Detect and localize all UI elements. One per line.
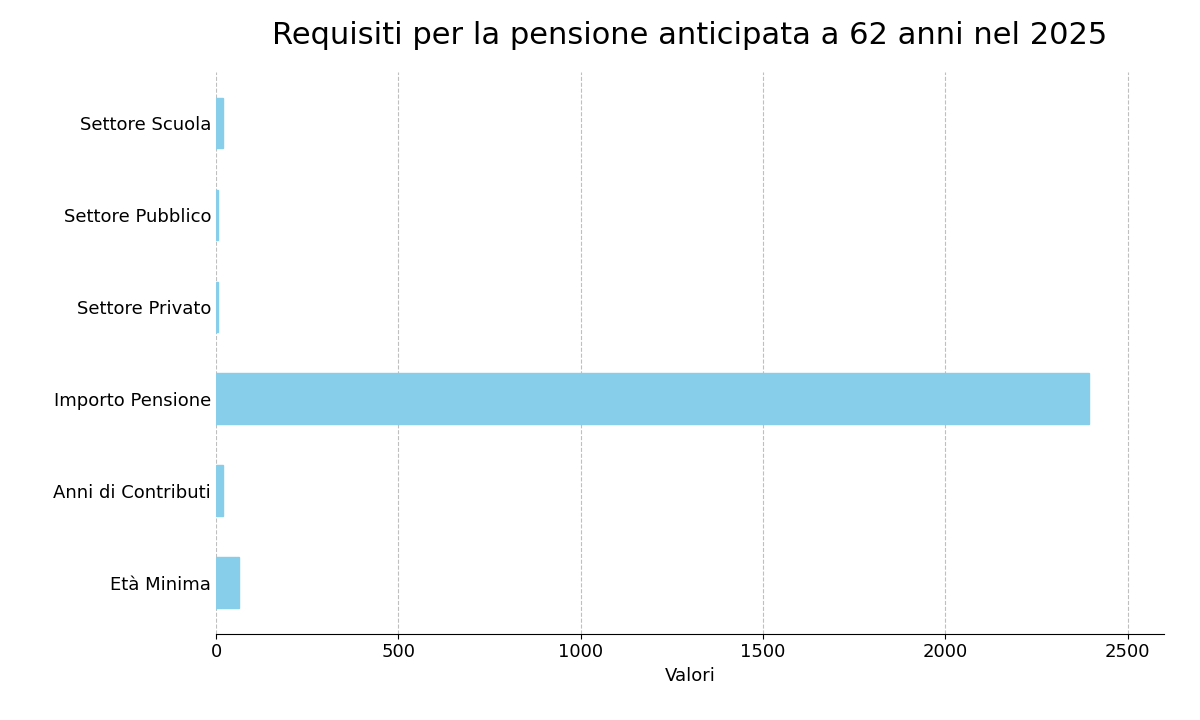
Bar bbox=[216, 466, 223, 516]
Bar bbox=[216, 282, 218, 332]
Bar bbox=[216, 189, 218, 240]
Bar bbox=[216, 557, 239, 608]
Title: Requisiti per la pensione anticipata a 62 anni nel 2025: Requisiti per la pensione anticipata a 6… bbox=[272, 21, 1108, 50]
Bar bbox=[216, 374, 1088, 424]
Bar bbox=[216, 97, 223, 148]
X-axis label: Valori: Valori bbox=[665, 667, 715, 685]
